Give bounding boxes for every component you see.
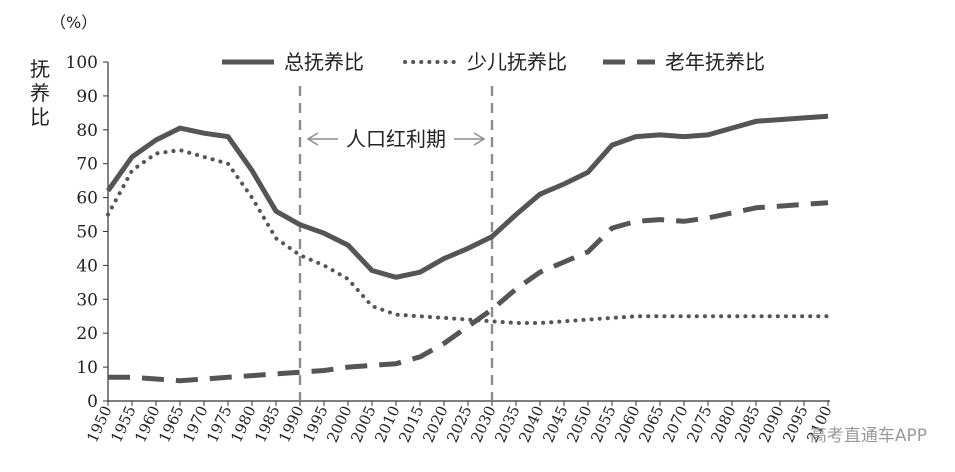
y-axis-title-char: 比 [30,105,50,129]
legend-label-1: 总抚养比 [284,50,364,74]
y-axis-ticks: 0 10 20 30 40 50 60 70 80 90 100 [66,53,108,412]
y-tick-label: 80 [76,121,98,141]
y-tick-label: 30 [76,290,98,310]
y-tick-label: 70 [76,155,98,175]
x-axis-ticks: 1950195519601965197019751980198519901995… [83,401,836,445]
dividend-period-annotation: 人口红利期 [298,86,494,401]
period-arrowhead-left [306,132,319,146]
legend: 总抚养比 少儿抚养比 老年抚养比 [222,50,765,74]
period-label: 人口红利期 [346,127,446,151]
y-axis-title-char: 养 [30,81,50,105]
y-tick-label: 60 [76,189,98,209]
series-line-3 [108,200,829,384]
series-line-1 [105,113,829,280]
y-tick-label: 100 [66,53,98,73]
y-tick-label: 20 [76,324,98,344]
y-tick-label: 10 [76,358,98,378]
y-tick-label: 0 [87,392,98,412]
axes [107,62,830,402]
series-lines [105,113,830,384]
series-line-2 [106,148,830,325]
y-tick-label: 40 [76,256,98,276]
y-tick-label: 50 [76,223,98,243]
y-axis-title: 抚养比 [30,57,50,129]
y-unit-label: （%） [50,13,97,32]
watermark: 高考直通车APP [809,426,927,446]
legend-label-2: 少儿抚养比 [467,50,567,74]
period-arrowhead-right [473,132,486,146]
y-axis-title-char: 抚 [30,57,50,81]
legend-label-3: 老年抚养比 [665,50,765,74]
y-tick-label: 90 [76,87,98,107]
